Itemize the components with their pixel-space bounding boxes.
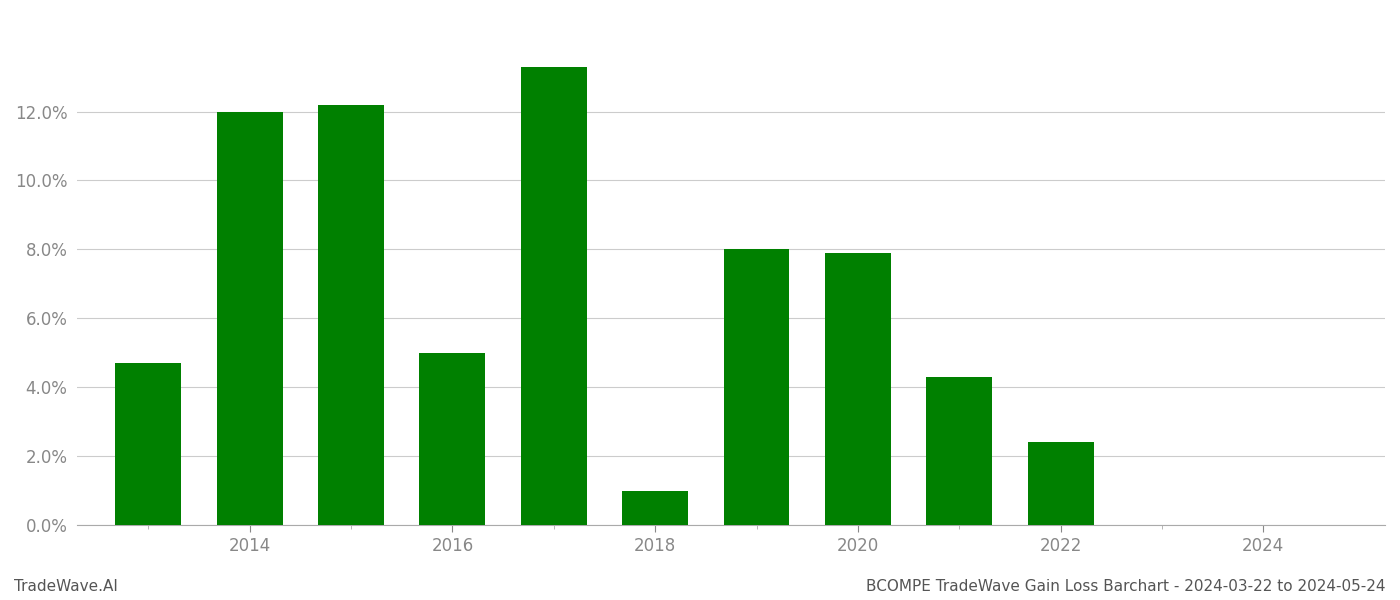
Bar bbox=[115, 363, 181, 525]
Bar bbox=[622, 491, 687, 525]
Bar bbox=[318, 104, 384, 525]
Bar bbox=[420, 353, 486, 525]
Bar bbox=[927, 377, 993, 525]
Bar bbox=[724, 250, 790, 525]
Text: TradeWave.AI: TradeWave.AI bbox=[14, 579, 118, 594]
Bar bbox=[217, 112, 283, 525]
Bar bbox=[521, 67, 587, 525]
Bar bbox=[825, 253, 890, 525]
Text: BCOMPE TradeWave Gain Loss Barchart - 2024-03-22 to 2024-05-24: BCOMPE TradeWave Gain Loss Barchart - 20… bbox=[867, 579, 1386, 594]
Bar bbox=[1028, 442, 1093, 525]
